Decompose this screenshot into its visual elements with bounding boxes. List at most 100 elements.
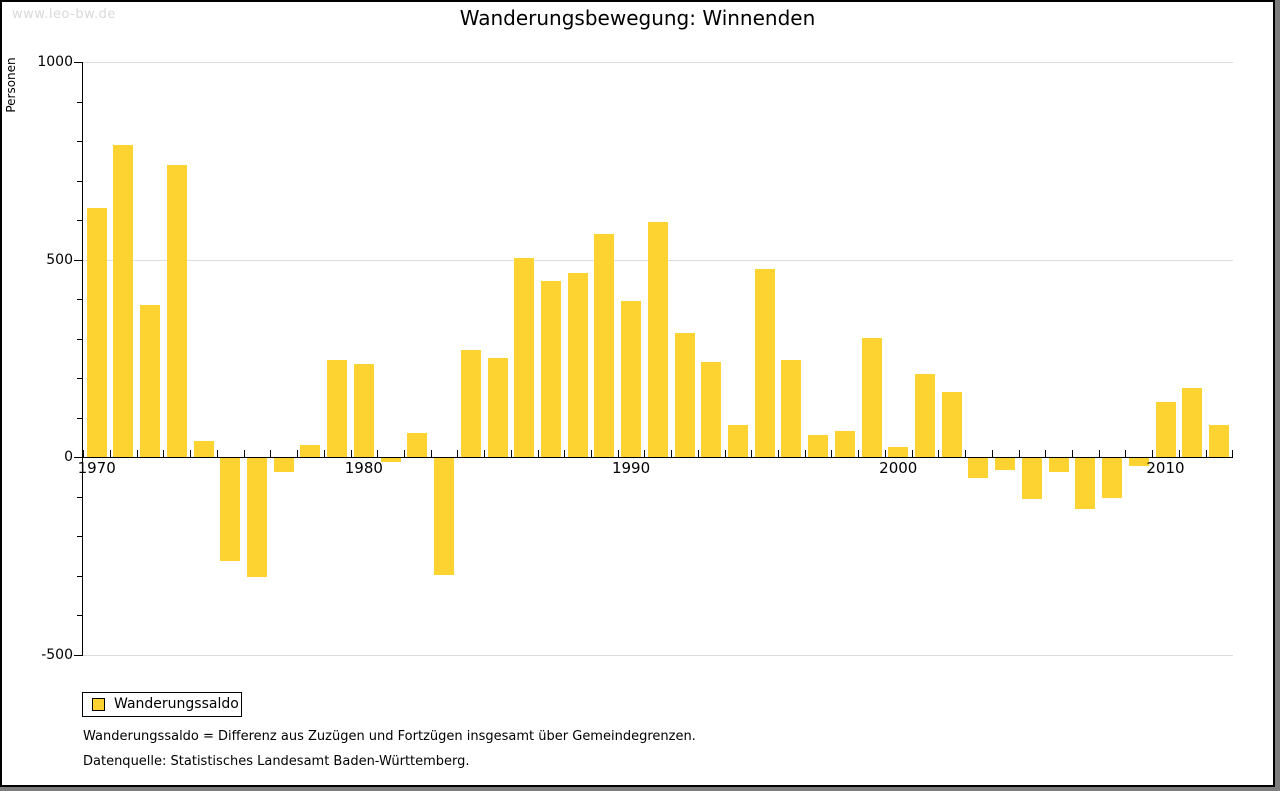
bar-2006 xyxy=(1048,458,1069,472)
x-tick-label-1980: 1980 xyxy=(344,459,383,477)
y-minor-tick-400 xyxy=(77,299,82,300)
x-tick-27 xyxy=(804,450,806,457)
y-major-tick--500 xyxy=(74,654,82,656)
legend-label: Wanderungssaldo xyxy=(114,696,239,712)
x-tick-20 xyxy=(617,450,619,457)
x-tick-label-2000: 2000 xyxy=(879,459,918,477)
x-tick-21 xyxy=(644,450,646,457)
bar-1971 xyxy=(113,145,134,457)
x-tick-34 xyxy=(991,450,993,457)
bar-2003 xyxy=(968,458,989,478)
bar-2001 xyxy=(915,374,936,457)
bar-1980 xyxy=(353,364,374,457)
x-tick-40 xyxy=(1152,450,1154,457)
x-tick-31 xyxy=(911,450,913,457)
x-tick-16 xyxy=(510,450,512,457)
bar-2012 xyxy=(1208,425,1229,457)
y-axis-line xyxy=(82,62,83,656)
chart-title: Wanderungsbewegung: Winnenden xyxy=(459,6,816,30)
bar-1972 xyxy=(140,305,161,457)
y-minor-tick-700 xyxy=(77,180,82,182)
x-tick-8 xyxy=(297,450,299,457)
y-minor-tick-800 xyxy=(77,141,82,142)
bar-1989 xyxy=(594,234,615,457)
y-minor-tick-300 xyxy=(77,338,82,340)
bar-1986 xyxy=(514,258,535,457)
footnote-source: Datenquelle: Statistisches Landesamt Bad… xyxy=(83,754,470,769)
watermark-leo-bw: www.leo-bw.de xyxy=(12,7,116,22)
bar-2008 xyxy=(1102,458,1123,498)
x-tick-23 xyxy=(697,450,699,457)
x-tick-3 xyxy=(163,450,165,457)
legend: Wanderungssaldo xyxy=(82,692,242,717)
y-major-tick-500 xyxy=(74,259,82,261)
x-tick-10 xyxy=(350,450,352,457)
x-axis-line xyxy=(82,457,1234,458)
x-tick-4 xyxy=(190,450,192,457)
y-tick-label-0: 0 xyxy=(64,449,73,465)
bar-1970 xyxy=(86,208,107,457)
y-minor-tick-200 xyxy=(77,378,82,379)
bar-1995 xyxy=(754,269,775,457)
x-tick-15 xyxy=(484,450,486,457)
y-minor-tick--100 xyxy=(77,496,82,498)
x-tick-41 xyxy=(1178,450,1180,457)
legend-swatch-wanderungssaldo xyxy=(92,698,105,711)
bar-1983 xyxy=(434,458,455,575)
bar-1978 xyxy=(300,445,321,457)
x-tick-11 xyxy=(377,450,379,457)
x-tick-38 xyxy=(1098,450,1100,457)
y-minor-tick-100 xyxy=(77,417,82,419)
x-tick-17 xyxy=(537,450,539,457)
bar-1997 xyxy=(808,435,829,457)
bar-1976 xyxy=(247,458,268,577)
footnote-definition: Wanderungssaldo = Differenz aus Zuzügen … xyxy=(83,729,696,744)
bar-1973 xyxy=(166,165,187,457)
x-tick-28 xyxy=(831,450,833,457)
bar-1994 xyxy=(727,425,748,457)
bar-2007 xyxy=(1075,458,1096,509)
x-tick-label-1970: 1970 xyxy=(77,459,116,477)
x-tick-37 xyxy=(1071,450,1073,457)
bar-1975 xyxy=(220,458,241,561)
x-tick-22 xyxy=(671,450,673,457)
bar-1991 xyxy=(647,222,668,457)
x-tick-32 xyxy=(938,450,940,457)
bar-1982 xyxy=(407,433,428,457)
x-tick-1 xyxy=(110,450,112,457)
bar-1992 xyxy=(674,333,695,457)
y-major-tick-1000 xyxy=(74,62,82,63)
bar-2009 xyxy=(1128,458,1149,466)
x-tick-29 xyxy=(858,450,860,457)
x-tick-18 xyxy=(564,450,566,457)
gridline-1000 xyxy=(82,62,1234,63)
bar-1984 xyxy=(460,350,481,457)
x-tick-35 xyxy=(1018,450,1020,457)
bar-1988 xyxy=(567,273,588,457)
x-tick-39 xyxy=(1125,450,1127,457)
bar-1985 xyxy=(487,358,508,457)
x-tick-36 xyxy=(1045,450,1047,457)
bar-2004 xyxy=(995,458,1016,470)
bar-2011 xyxy=(1182,388,1203,457)
x-tick-13 xyxy=(430,450,432,457)
y-tick-label--500: -500 xyxy=(41,646,73,663)
x-tick-9 xyxy=(323,450,325,457)
bar-2002 xyxy=(941,392,962,457)
y-tick-label-1000: 1000 xyxy=(37,54,73,70)
x-tick-24 xyxy=(724,450,726,457)
x-tick-5 xyxy=(216,450,218,457)
gridline--500 xyxy=(82,654,1234,656)
bar-1990 xyxy=(621,301,642,457)
bar-1993 xyxy=(701,362,722,457)
x-tick-19 xyxy=(590,450,592,457)
bar-1996 xyxy=(781,360,802,457)
y-minor-tick-900 xyxy=(77,101,82,103)
y-minor-tick--400 xyxy=(77,615,82,616)
x-tick-label-1990: 1990 xyxy=(611,459,651,477)
bar-2000 xyxy=(888,447,909,457)
bar-1998 xyxy=(834,431,855,457)
